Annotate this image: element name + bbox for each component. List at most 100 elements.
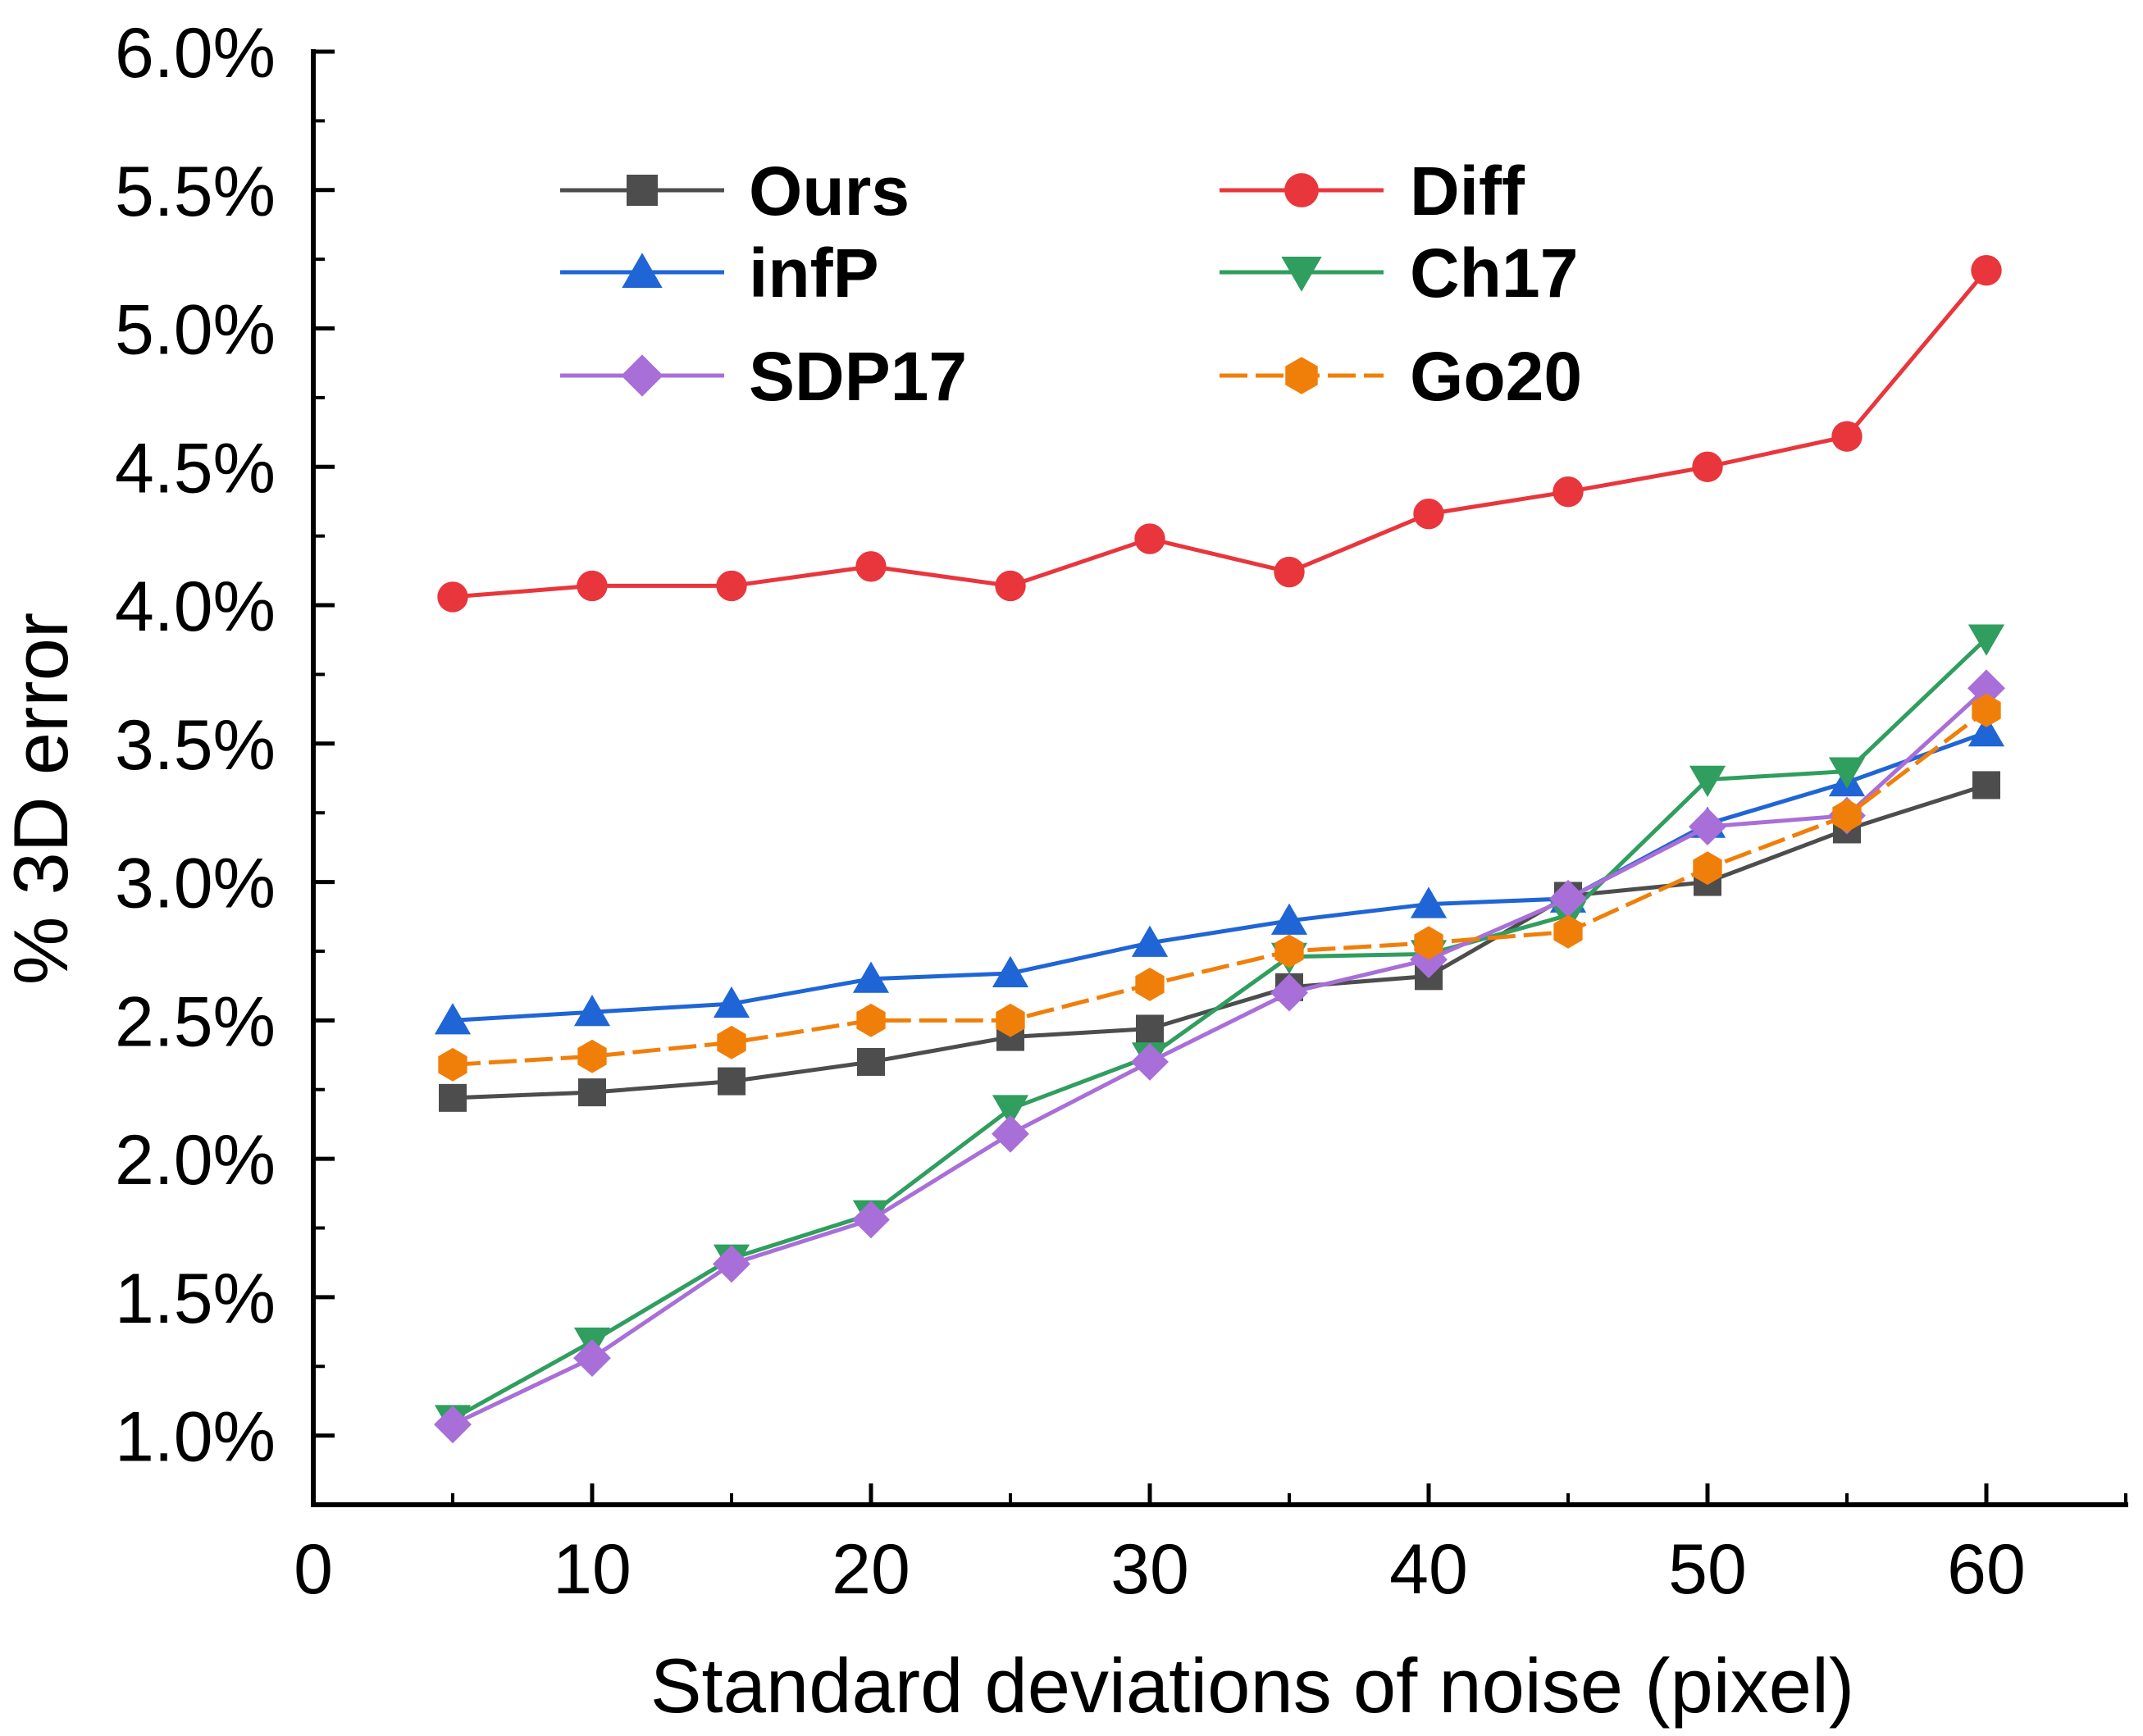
data-point-sdp17	[1270, 973, 1308, 1012]
data-point-sdp17	[1131, 1043, 1169, 1081]
legend-marker	[627, 175, 658, 206]
series-layer	[434, 254, 2005, 1444]
y-tick-label: 3.5%	[115, 706, 276, 785]
x-tick-label: 20	[832, 1530, 910, 1609]
data-point-diff	[1134, 523, 1165, 554]
y-tick-label: 1.0%	[115, 1398, 276, 1477]
data-point-ch17	[992, 1095, 1029, 1127]
data-point-ours	[439, 1083, 467, 1112]
data-point-diff	[716, 570, 747, 602]
series-infp	[434, 715, 2005, 1035]
series-sdp17	[434, 669, 2005, 1444]
data-point-infp	[713, 986, 750, 1018]
data-point-ours	[1136, 1014, 1164, 1043]
legend-label: infP	[749, 235, 879, 312]
data-point-ours	[857, 1047, 885, 1076]
data-point-sdp17	[1549, 879, 1587, 918]
x-tick-label: 30	[1110, 1530, 1189, 1609]
legend-item-ours: Ours	[560, 153, 910, 230]
legend-marker	[1281, 257, 1322, 292]
data-point-diff	[855, 551, 887, 582]
data-point-sdp17	[1967, 669, 2005, 708]
data-point-infp	[852, 961, 890, 993]
data-point-diff	[437, 581, 468, 613]
data-point-go20	[1135, 968, 1165, 1001]
data-point-diff	[1413, 498, 1444, 530]
x-tick-label: 0	[294, 1530, 333, 1609]
x-tick-label: 10	[553, 1530, 632, 1609]
x-tick-label: 60	[1947, 1530, 2026, 1609]
y-tick-label: 6.0%	[115, 14, 276, 93]
x-tick-label: 50	[1668, 1530, 1747, 1609]
series-ch17	[434, 624, 2005, 1437]
data-point-ch17	[1689, 765, 1726, 797]
series-diff	[437, 254, 2002, 613]
legend-label: Ours	[749, 153, 910, 230]
data-point-sdp17	[992, 1114, 1029, 1153]
legend-label: Go20	[1410, 338, 1582, 415]
legend-marker	[622, 253, 663, 288]
data-point-go20	[856, 1003, 886, 1037]
data-point-infp	[1410, 886, 1448, 918]
legend-label: SDP17	[749, 338, 967, 415]
data-point-go20	[577, 1039, 607, 1073]
series-go20	[438, 693, 2001, 1082]
data-point-diff	[1831, 421, 1863, 452]
series-line-sdp17	[451, 686, 1988, 1427]
legend: Ours Diff infP Ch17 SDP17 Go20	[560, 153, 1582, 415]
data-point-diff	[995, 570, 1026, 602]
y-tick-label: 2.5%	[115, 982, 276, 1061]
y-tick-label: 5.5%	[115, 153, 276, 231]
y-tick-label: 1.5%	[115, 1260, 276, 1338]
series-line-infp	[452, 730, 1987, 1023]
data-point-go20	[1972, 693, 2001, 727]
data-point-infp	[1967, 715, 2005, 747]
data-point-go20	[1693, 851, 1722, 886]
y-tick-label: 3.0%	[115, 845, 276, 923]
data-point-go20	[1553, 914, 1583, 949]
y-tick-label: 2.0%	[115, 1121, 276, 1200]
legend-item-infp: infP	[560, 235, 879, 312]
data-point-sdp17	[434, 1406, 472, 1444]
y-axis-title: % 3D error	[0, 613, 84, 985]
data-point-ours	[1972, 771, 2000, 800]
data-point-diff	[1274, 556, 1305, 588]
y-tick-label: 4.5%	[115, 429, 276, 508]
data-point-go20	[717, 1025, 746, 1059]
y-tick-label: 4.0%	[115, 567, 276, 646]
data-point-go20	[1414, 926, 1443, 960]
data-point-go20	[1274, 934, 1304, 968]
legend-item-ch17: Ch17	[1220, 235, 1578, 312]
legend-item-diff: Diff	[1220, 153, 1525, 230]
data-point-diff	[1971, 254, 2002, 286]
data-point-infp	[573, 994, 611, 1027]
legend-marker	[621, 354, 663, 397]
data-point-infp	[992, 955, 1029, 987]
y-tick-label: 5.0%	[115, 291, 276, 370]
data-point-go20	[996, 1003, 1025, 1037]
data-point-sdp17	[573, 1339, 611, 1378]
series-line-ours	[452, 783, 1987, 1100]
data-point-sdp17	[852, 1201, 890, 1239]
data-point-ch17	[1967, 624, 2005, 656]
legend-label: Diff	[1410, 153, 1525, 230]
data-point-infp	[1270, 903, 1308, 935]
data-point-ours	[718, 1067, 745, 1096]
x-axis-title: Standard deviations of noise (pixel)	[650, 1643, 1854, 1729]
data-point-ours	[578, 1078, 606, 1107]
series-line-go20	[452, 709, 1988, 1067]
axes: 1.0% 1.5% 2.0% 2.5% 3.0% 3.5% 4.0% 4.5% 5.0% 5.5%…	[0, 14, 2128, 1729]
legend-label: Ch17	[1410, 235, 1578, 312]
data-point-ch17	[1828, 757, 1866, 789]
data-point-go20	[438, 1047, 467, 1082]
legend-marker	[1284, 173, 1319, 207]
data-point-diff	[1553, 476, 1584, 508]
data-point-infp	[1131, 925, 1169, 957]
series-line-ch17	[451, 636, 1988, 1421]
data-point-go20	[1832, 799, 1862, 832]
legend-item-go20: Go20	[1220, 338, 1582, 415]
data-point-infp	[434, 1003, 472, 1035]
data-point-diff	[1692, 451, 1723, 482]
